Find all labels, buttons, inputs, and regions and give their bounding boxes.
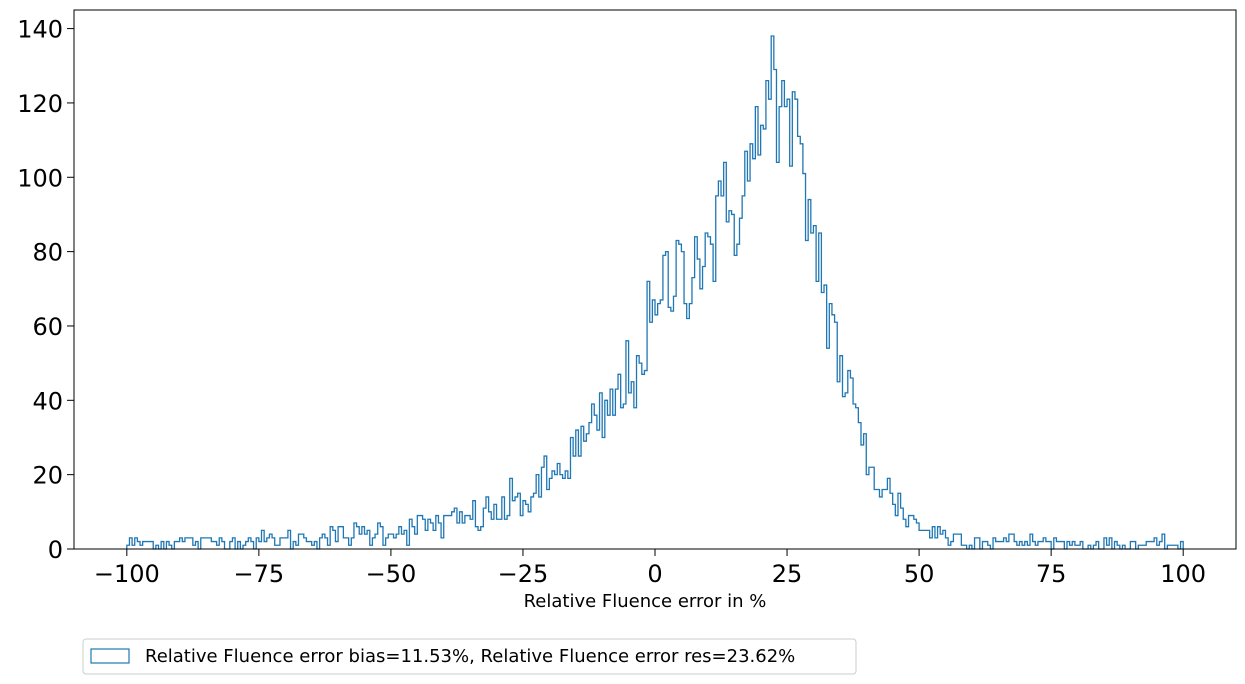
y-tick-label: 40	[32, 387, 63, 415]
x-tick-label: −75	[234, 560, 285, 588]
x-tick-label: 50	[904, 560, 935, 588]
y-tick-label: 140	[17, 16, 63, 44]
plot-area	[126, 35, 1184, 550]
x-tick-label: 25	[772, 560, 803, 588]
x-tick-label: 100	[1160, 560, 1206, 588]
legend-entry: Relative Fluence error bias=11.53%, Rela…	[145, 646, 795, 667]
y-axis: 0 20 40 60 80 100 120 140	[17, 16, 74, 564]
y-tick-label: 20	[32, 462, 63, 490]
x-axis-label: Relative Fluence error in %	[524, 591, 767, 612]
x-tick-label: −25	[498, 560, 549, 588]
y-tick-label: 120	[17, 90, 63, 118]
x-tick-label: 0	[647, 560, 662, 588]
y-tick-label: 60	[32, 313, 63, 341]
x-axis: −100 −75 −50 −25 0 25 50 75 100	[94, 549, 1206, 588]
x-tick-label: −100	[94, 560, 160, 588]
legend-box	[82, 638, 857, 675]
y-tick-label: 100	[17, 164, 63, 192]
x-tick-label: −50	[366, 560, 417, 588]
x-tick-label: 75	[1036, 560, 1067, 588]
histogram-series-line	[126, 35, 1184, 550]
legend: Relative Fluence error bias=11.53%, Rela…	[82, 638, 857, 675]
y-tick-label: 80	[32, 239, 63, 267]
legend-swatch	[90, 648, 130, 664]
y-tick-label: 0	[48, 536, 63, 564]
